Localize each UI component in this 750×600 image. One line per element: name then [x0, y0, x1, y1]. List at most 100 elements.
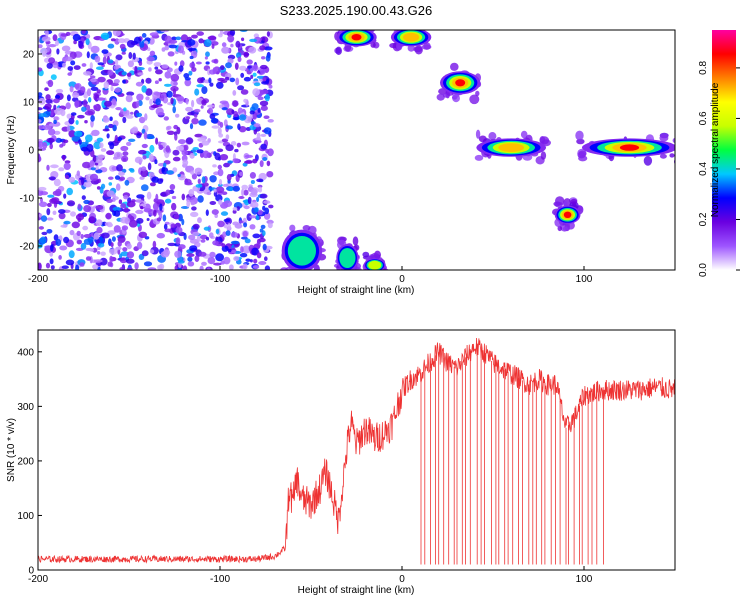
heatmap-noise-blob [115, 246, 122, 251]
heatmap-noise-blob [258, 186, 263, 193]
heatmap-noise-blob [96, 251, 101, 255]
heatmap-noise-blob [83, 205, 92, 213]
heatmap-noise-blob [262, 243, 267, 251]
heatmap-noise-blob [209, 175, 217, 183]
heatmap-noise-blob [94, 55, 101, 63]
heatmap-noise-blob [71, 221, 81, 229]
heatmap-noise-blob [82, 161, 91, 169]
heatmap-noise-blob [201, 86, 208, 95]
colorbar-tick-label: 0.4 [698, 162, 709, 176]
heatmap-noise-blob [126, 251, 135, 259]
heatmap-noise-blob [61, 45, 71, 52]
heatmap-feature-halo [643, 155, 653, 166]
heatmap-noise-blob [96, 186, 101, 190]
heatmap-noise-blob [120, 203, 127, 209]
heatmap-noise-blob [123, 207, 129, 213]
heatmap-noise-blob [147, 162, 152, 171]
heatmap-noise-blob [117, 248, 121, 255]
heatmap-noise-blob [213, 188, 217, 193]
heatmap-noise-blob [234, 148, 239, 153]
heatmap-noise-blob [244, 238, 251, 244]
heatmap-feature-layer [351, 34, 362, 41]
heatmap-noise-blob [184, 182, 193, 186]
heatmap-feature-halo [397, 21, 404, 25]
heatmap-noise-blob [107, 69, 114, 76]
heatmap-noise-blob [215, 253, 225, 262]
heatmap-noise-blob [202, 150, 210, 159]
heatmap-noise-blob [66, 187, 73, 196]
heatmap-noise-blob [258, 172, 267, 181]
heatmap-feature-halo [308, 272, 314, 281]
heatmap-noise-blob [182, 159, 189, 166]
heatmap-noise-blob [198, 38, 204, 44]
heatmap-noise-blob [230, 43, 234, 48]
heatmap-noise-blob [100, 251, 106, 256]
heatmap-noise-blob [126, 267, 133, 270]
heatmap-y-tick-label: -10 [20, 194, 35, 205]
heatmap-noise-blob [257, 107, 261, 113]
heatmap-noise-blob [59, 144, 64, 148]
heatmap-noise-blob [237, 85, 245, 91]
heatmap-noise-blob [78, 139, 82, 145]
heatmap-noise-blob [136, 209, 142, 214]
colorbar-label: Normalized spectral amplitude [710, 82, 721, 217]
heatmap-noise-blob [224, 76, 230, 81]
heatmap-noise-blob [229, 264, 234, 270]
snr-x-label: Height of straight line (km) [298, 585, 415, 596]
heatmap-noise-blob [63, 193, 67, 199]
heatmap-noise-blob [101, 232, 110, 239]
heatmap-noise-blob [55, 137, 62, 143]
heatmap-noise-blob [180, 206, 190, 209]
heatmap-noise-blob [146, 218, 150, 221]
heatmap-noise-blob [121, 71, 127, 76]
heatmap-noise-blob [124, 179, 130, 186]
heatmap-noise-blob [226, 174, 232, 181]
heatmap-noise-blob [101, 49, 109, 54]
heatmap-noise-blob [110, 242, 114, 248]
heatmap-noise-blob [216, 148, 224, 153]
heatmap-noise-blob [149, 144, 155, 153]
heatmap-noise-blob [189, 123, 194, 130]
heatmap-noise-blob [163, 162, 167, 168]
heatmap-noise-blob [166, 90, 173, 98]
colorbar-tick-label: 0.2 [698, 212, 709, 226]
heatmap-noise-blob [217, 127, 222, 135]
heatmap-noise-blob [215, 228, 220, 235]
heatmap-noise-blob [184, 78, 192, 87]
heatmap-noise-blob [38, 92, 43, 97]
heatmap-feature-halo [436, 93, 445, 101]
snr-y-tick-label: 0 [28, 566, 34, 577]
heatmap-noise-blob [38, 189, 44, 196]
heatmap-feature-halo [413, 46, 423, 53]
heatmap-noise-blob [187, 261, 195, 267]
heatmap-noise-blob [76, 239, 83, 245]
heatmap-noise-blob [69, 85, 74, 93]
heatmap-noise-blob [220, 211, 229, 216]
heatmap-noise-blob [190, 170, 195, 175]
heatmap-noise-blob [209, 251, 216, 258]
heatmap-noise-blob [156, 217, 162, 222]
heatmap-feature-halo [659, 134, 669, 142]
heatmap-noise-blob [236, 142, 242, 148]
heatmap-noise-blob [193, 108, 201, 113]
heatmap-noise-blob [141, 184, 149, 192]
heatmap-noise-blob [259, 160, 264, 168]
heatmap-noise-blob [71, 135, 81, 142]
heatmap-noise-blob [259, 100, 269, 107]
heatmap-noise-blob [168, 44, 178, 49]
heatmap-noise-blob [40, 215, 48, 222]
heatmap-noise-blob [55, 238, 62, 247]
heatmap-noise-blob [115, 54, 123, 61]
heatmap-noise-blob [56, 48, 60, 55]
heatmap-noise-blob [106, 190, 115, 197]
heatmap-noise-blob [92, 264, 99, 270]
heatmap-feature-layer [455, 79, 466, 87]
heatmap-noise-blob [118, 171, 125, 176]
heatmap-noise-blob [121, 155, 129, 162]
heatmap-noise-blob [263, 212, 271, 220]
heatmap-noise-blob [108, 176, 114, 180]
heatmap-noise-blob [89, 173, 99, 181]
heatmap-noise-blob [227, 248, 232, 253]
heatmap-noise-blob [206, 191, 212, 196]
heatmap-noise-blob [42, 124, 52, 131]
